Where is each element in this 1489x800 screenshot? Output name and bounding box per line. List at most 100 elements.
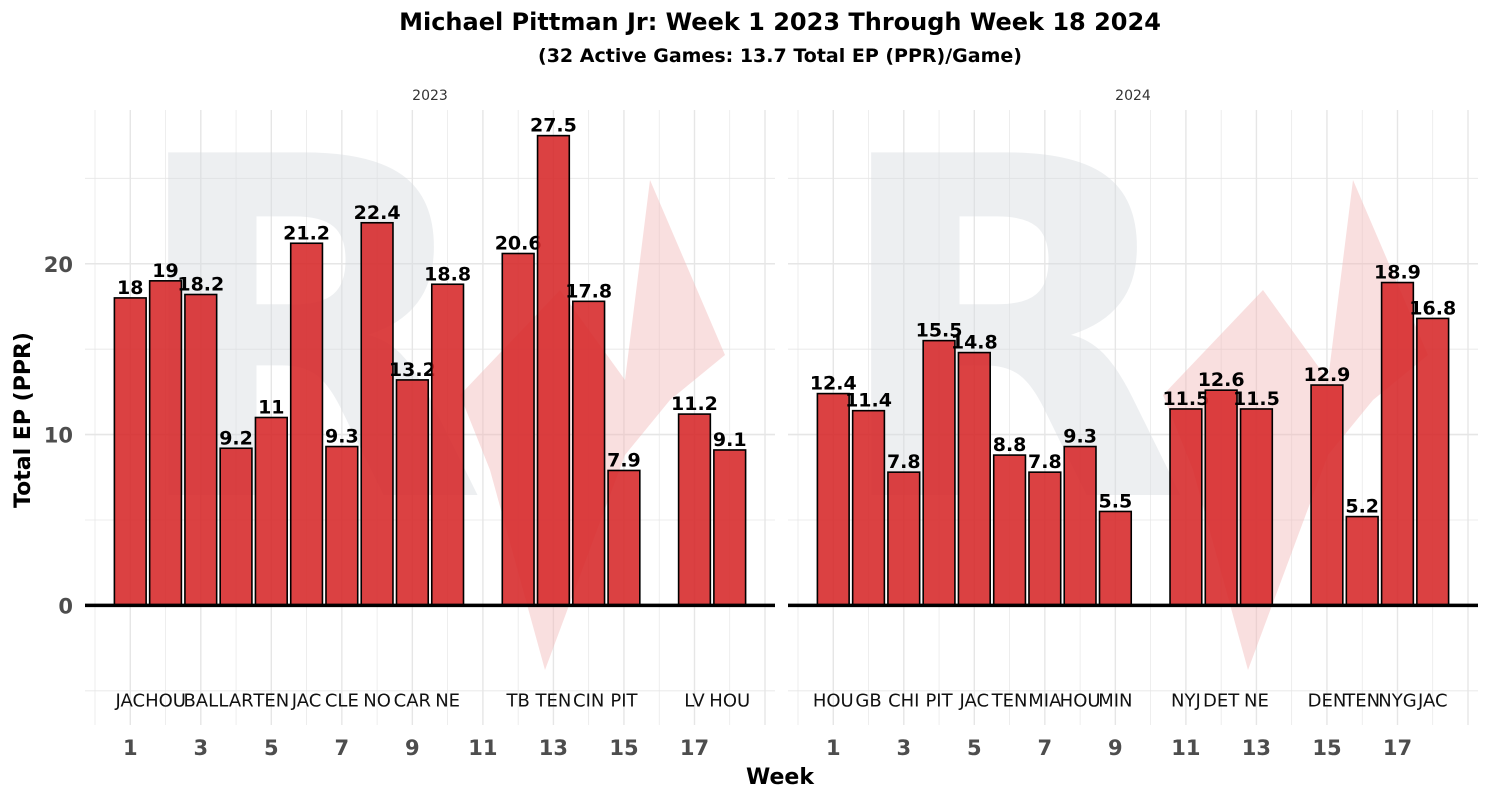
- x-tick-label: 9: [1108, 736, 1123, 760]
- opponent-label: NYG: [1378, 690, 1416, 711]
- bar: [816, 392, 850, 607]
- bar: [1380, 281, 1415, 607]
- bar-value-label: 7.9: [607, 449, 641, 471]
- opponent-label: NE: [435, 690, 460, 711]
- bar: [395, 379, 430, 607]
- bar: [360, 221, 394, 607]
- opponent-label: MIA: [1028, 690, 1062, 711]
- bar-value-label: 12.9: [1304, 364, 1351, 386]
- opponent-label: DET: [1203, 690, 1240, 711]
- opponent-label: PIT: [925, 690, 953, 711]
- x-tick-label: 15: [609, 736, 638, 760]
- x-tick-label: 5: [264, 736, 279, 760]
- panel-label: 2024: [1115, 88, 1151, 104]
- opponent-label: CLE: [325, 690, 359, 711]
- bar: [922, 339, 956, 607]
- x-tick-label: 11: [468, 736, 497, 760]
- bar-value-label: 12.4: [810, 373, 857, 395]
- bar-value-label: 9.2: [219, 427, 253, 449]
- x-axis-title: Week: [746, 765, 815, 790]
- bar-value-label: 11.4: [845, 390, 892, 412]
- bar: [148, 280, 183, 607]
- bar-value-label: 8.8: [993, 434, 1027, 456]
- x-tick-label: 1: [826, 736, 841, 760]
- bar-value-label: 17.8: [565, 280, 612, 302]
- bar: [572, 300, 606, 607]
- opponent-label: TEN: [252, 690, 289, 711]
- x-tick-label: 7: [1038, 736, 1053, 760]
- bar-value-label: 7.8: [887, 451, 921, 473]
- bar: [887, 471, 921, 607]
- x-tick-label: 1: [123, 736, 138, 760]
- bar: [957, 351, 991, 607]
- bar-value-label: 20.6: [495, 233, 542, 255]
- bar: [289, 242, 324, 607]
- bar: [113, 297, 147, 607]
- x-tick-label: 5: [967, 736, 982, 760]
- opponent-label: MIN: [1098, 690, 1132, 711]
- opponent-label: CIN: [573, 690, 604, 711]
- bar: [1345, 515, 1379, 607]
- bar: [430, 283, 465, 607]
- chart-subtitle: (32 Active Games: 13.7 Total EP (PPR)/Ga…: [538, 45, 1022, 67]
- bar-value-label: 9.3: [1063, 426, 1097, 448]
- opponent-label: HOU: [813, 690, 854, 711]
- opponent-label: HOU: [709, 690, 750, 711]
- x-tick-label: 3: [896, 736, 911, 760]
- opponent-label: TEN: [534, 690, 571, 711]
- bar-value-label: 9.1: [713, 429, 747, 451]
- bar-value-label: 11.2: [671, 393, 718, 415]
- bar-value-label: 12.6: [1198, 369, 1245, 391]
- x-tick-label: 17: [680, 736, 709, 760]
- opponent-label: LAR: [218, 690, 253, 711]
- opponent-label: NO: [363, 690, 391, 711]
- opponent-label: NE: [1244, 690, 1269, 711]
- y-tick-label: 20: [44, 253, 73, 277]
- bar: [677, 413, 712, 607]
- bar: [1416, 317, 1450, 607]
- bar-value-label: 27.5: [530, 115, 577, 137]
- y-axis-title: Total EP (PPR): [11, 332, 36, 508]
- bar-value-label: 18.9: [1374, 262, 1421, 284]
- x-tick-label: 7: [335, 736, 350, 760]
- bar: [536, 134, 571, 607]
- x-tick-label: 3: [193, 736, 208, 760]
- opponent-label: NYJ: [1171, 690, 1201, 711]
- bar: [184, 293, 218, 607]
- opponent-label: JAC: [291, 690, 322, 711]
- opponent-label: TEN: [991, 690, 1028, 711]
- opponent-label: JAC: [114, 690, 145, 711]
- bar: [501, 252, 535, 607]
- bar-value-label: 7.8: [1028, 451, 1062, 473]
- bar: [1204, 389, 1238, 607]
- x-tick-label: 17: [1383, 736, 1412, 760]
- x-tick-label: 13: [539, 736, 568, 760]
- opponent-label: TEN: [1343, 690, 1380, 711]
- opponent-label: GB: [855, 690, 881, 711]
- bar: [992, 454, 1027, 607]
- opponent-label: HOU: [145, 690, 186, 711]
- bar-value-label: 21.2: [283, 222, 330, 244]
- bar: [1239, 408, 1274, 607]
- opponent-label: BAL: [183, 690, 218, 711]
- y-tick-label: 0: [58, 594, 73, 618]
- bar-value-label: 15.5: [916, 320, 963, 342]
- y-tick-label: 10: [44, 424, 73, 448]
- bar-value-label: 13.2: [389, 359, 436, 381]
- panel-label: 2023: [412, 88, 448, 104]
- bar-value-label: 18.2: [177, 274, 224, 296]
- bar-value-label: 5.2: [1345, 496, 1379, 518]
- opponent-label: CAR: [394, 690, 431, 711]
- bar: [713, 449, 747, 607]
- bar: [607, 469, 641, 607]
- bar: [851, 409, 886, 607]
- bar-value-label: 11.5: [1162, 388, 1209, 410]
- bar-value-label: 19: [152, 260, 178, 282]
- bar-value-label: 18: [117, 277, 143, 299]
- x-tick-label: 13: [1242, 736, 1271, 760]
- bar-value-label: 5.5: [1099, 490, 1133, 512]
- opponent-label: JAC: [959, 690, 990, 711]
